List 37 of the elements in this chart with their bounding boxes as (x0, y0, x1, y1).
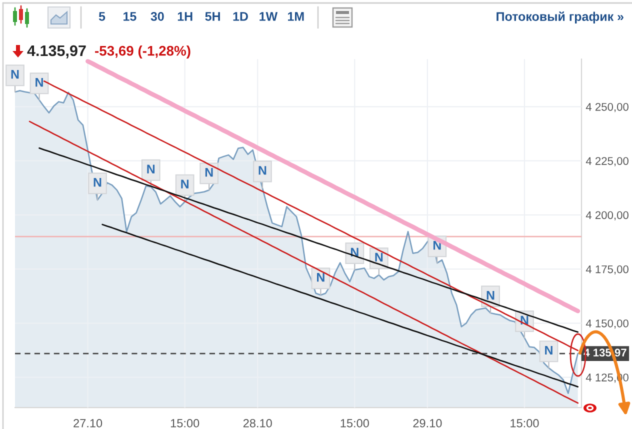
text: 5 (98, 12, 106, 21)
y-tick-label: 4 150,00 (586, 319, 628, 329)
y-tick-label: 4 200,00 (586, 211, 628, 220)
line-series (86, 59, 580, 314)
data-label: N (205, 168, 213, 177)
data-label: N (350, 248, 358, 256)
text: 30 (150, 12, 164, 21)
chart-subtitle: -53,69 (-1,28%) (95, 46, 190, 58)
text: 5H (205, 12, 220, 21)
text: 1M (288, 12, 304, 21)
text: 1D (233, 12, 248, 21)
data-label: N (94, 178, 102, 187)
data-label: N (317, 273, 324, 282)
x-tick-label: 15:00 (170, 419, 200, 428)
text: 1H (178, 12, 192, 21)
data-label: N (36, 78, 43, 87)
x-tick-label: 15:00 (340, 419, 369, 428)
data-label: N (486, 290, 494, 300)
data-label: N (11, 70, 19, 79)
data-label: N (147, 164, 155, 174)
chart-title: 4.135,97 (27, 45, 86, 58)
text: 1W (260, 12, 278, 21)
line-series (38, 147, 579, 333)
data-label: N (375, 252, 383, 262)
text: Потоковый график » (496, 12, 624, 24)
data-label: N (181, 180, 188, 188)
data-label: N (258, 166, 266, 175)
y-tick-label: 4 250,00 (586, 102, 628, 112)
text: 15 (124, 12, 136, 21)
data-label: N (545, 346, 552, 355)
line-series (102, 224, 579, 388)
y-tick-label: 4 175,00 (586, 265, 628, 275)
y-tick-label: 4 225,00 (586, 157, 628, 166)
x-tick-label: 27.10 (74, 419, 102, 428)
x-tick-label: 28.10 (243, 419, 272, 428)
x-tick-label: 15:00 (510, 419, 539, 428)
x-tick-label: 29.10 (413, 419, 442, 428)
